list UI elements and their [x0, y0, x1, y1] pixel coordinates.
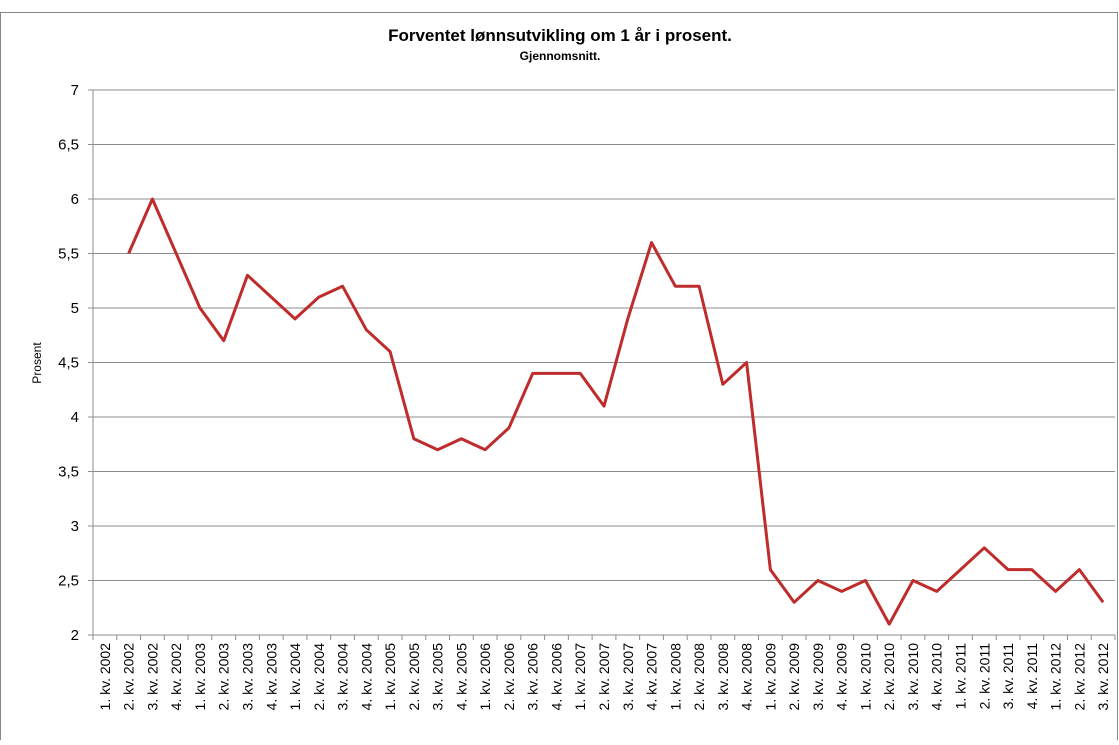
y-axis-label: Prosent	[30, 342, 44, 384]
x-tick-label: 3. kv. 2009	[810, 643, 826, 711]
x-tick-label: 3. kv. 2002	[144, 643, 160, 711]
y-tick-label: 2,5	[58, 573, 79, 590]
x-tick-label: 1. kv. 2011	[953, 643, 969, 710]
x-tick-label: 3. kv. 2011	[1000, 643, 1016, 710]
x-tick-label: 4. kv. 2003	[263, 643, 279, 711]
x-tick-label: 3. kv. 2012	[1095, 643, 1111, 711]
x-tick-label: 2. kv. 2007	[596, 643, 612, 711]
x-tick-label: 1. kv. 2010	[857, 643, 873, 711]
y-tick-label: 3	[71, 518, 79, 535]
x-tick-label: 1. kv. 2008	[667, 643, 683, 711]
x-tick-label: 1. kv. 2006	[477, 643, 493, 711]
y-tick-label: 2	[71, 627, 79, 644]
x-tick-label: 1. kv. 2007	[572, 643, 588, 711]
x-tick-label: 1. kv. 2005	[382, 643, 398, 711]
y-tick-label: 6,5	[58, 137, 79, 154]
chart-subtitle: Gjennomsnitt.	[520, 49, 601, 63]
x-tick-label: 3. kv. 2010	[905, 643, 921, 711]
data-line	[127, 197, 1105, 626]
x-tick-label: 4. kv. 2010	[929, 643, 945, 711]
y-tick-label: 7	[71, 82, 79, 99]
x-tick-label: 4. kv. 2006	[548, 643, 564, 711]
x-tick-label: 4. kv. 2011	[1024, 643, 1040, 710]
x-tick-label: 2. kv. 2010	[881, 643, 897, 711]
x-tick-label: 1. kv. 2009	[762, 643, 778, 711]
x-tick-label: 1. kv. 2004	[287, 643, 303, 711]
x-tick-label: 1. kv. 2012	[1048, 643, 1064, 711]
y-tick-label: 4	[71, 409, 79, 426]
x-tick-label: 2. kv. 2004	[311, 643, 327, 711]
chart-frame	[0, 12, 1118, 745]
x-tick-label: 2. kv. 2012	[1071, 643, 1087, 711]
x-tick-label: 4. kv. 2007	[644, 643, 660, 711]
x-tick-label: 3. kv. 2004	[335, 643, 351, 711]
x-tick-label: 3. kv. 2006	[525, 643, 541, 711]
x-tick-label: 4. kv. 2008	[739, 643, 755, 711]
x-tick-label: 3. kv. 2008	[715, 643, 731, 711]
x-tick-label: 4. kv. 2009	[834, 643, 850, 711]
x-tick-label: 2. kv. 2003	[216, 643, 232, 711]
x-tick-label: 1. kv. 2003	[192, 643, 208, 711]
x-tick-label: 4. kv. 2005	[453, 643, 469, 711]
x-tick-label: 2. kv. 2006	[501, 643, 517, 711]
x-tick-label: 4. kv. 2002	[168, 643, 184, 711]
x-tick-label: 3. kv. 2005	[430, 643, 446, 711]
x-tick-label: 2. kv. 2005	[406, 643, 422, 711]
x-tick-label: 2. kv. 2011	[976, 643, 992, 710]
y-tick-label: 5	[71, 300, 79, 317]
y-tick-label: 4,5	[58, 355, 79, 372]
x-tick-label: 3. kv. 2003	[239, 643, 255, 711]
x-tick-label: 1. kv. 2002	[97, 643, 113, 711]
y-tick-label: 3,5	[58, 464, 79, 481]
chart-title: Forventet lønnsutvikling om 1 år i prose…	[388, 26, 732, 45]
y-tick-label: 5,5	[58, 246, 79, 263]
x-tick-label: 4. kv. 2004	[358, 643, 374, 711]
y-tick-label: 6	[71, 191, 79, 208]
x-tick-label: 2. kv. 2002	[121, 643, 137, 711]
x-tick-label: 2. kv. 2008	[691, 643, 707, 711]
x-tick-label: 3. kv. 2007	[620, 643, 636, 711]
x-tick-label: 2. kv. 2009	[786, 643, 802, 711]
